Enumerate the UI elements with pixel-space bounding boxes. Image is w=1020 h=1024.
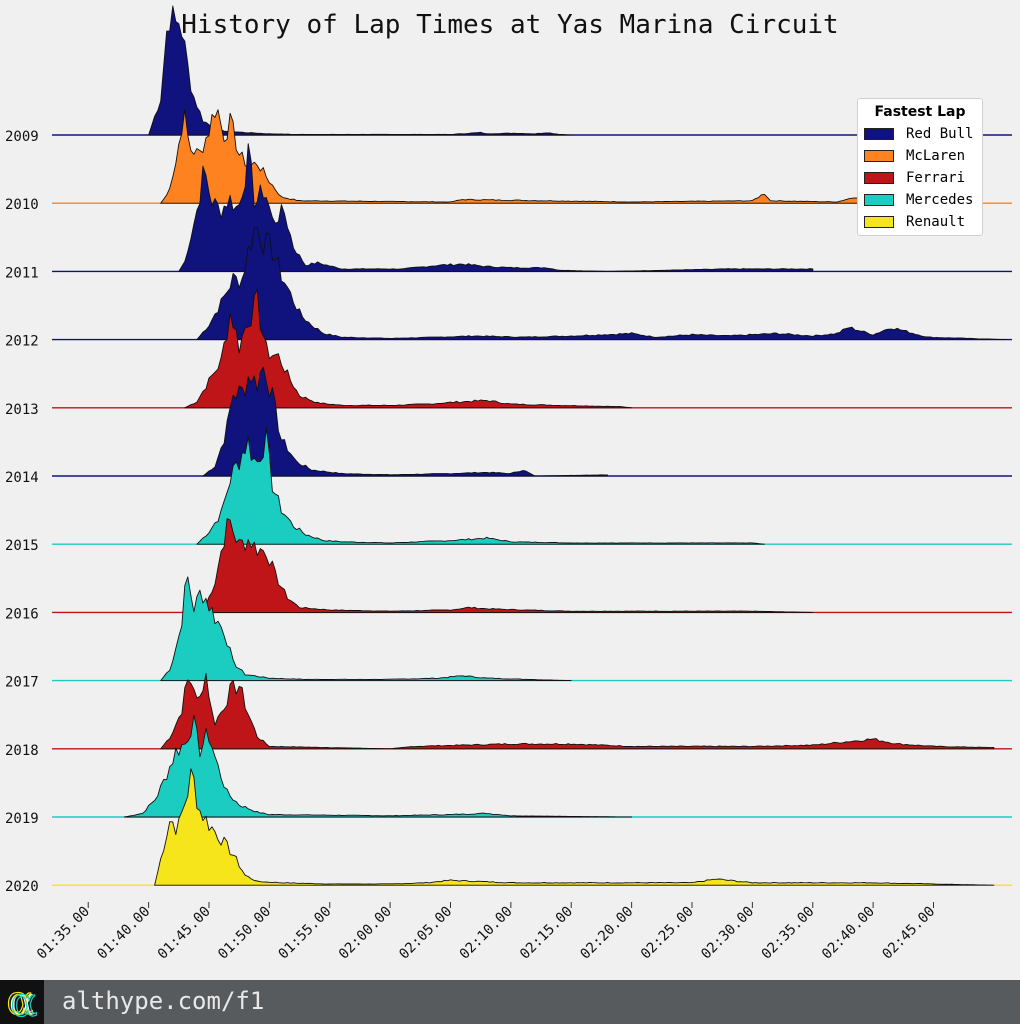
year-label-2019: 2019 (5, 811, 39, 827)
legend-label: Renault (906, 214, 966, 230)
year-label-2009: 2009 (5, 129, 39, 145)
ridge-2013 (52, 289, 1012, 409)
svg-text:α: α (6, 980, 33, 1024)
legend-item: Ferrari (858, 167, 982, 189)
legend: Fastest Lap Red Bull McLaren Ferrari Merced… (857, 98, 983, 236)
ridge-2019 (52, 714, 1012, 818)
ridge-2015 (52, 427, 1012, 545)
year-label-2012: 2012 (5, 334, 39, 350)
x-tick-label: 02:35.00 (759, 904, 818, 963)
legend-item: Red Bull (858, 123, 982, 145)
x-tick-label: 02:30.00 (698, 904, 757, 963)
ridge-area-2011 (178, 143, 814, 272)
legend-swatch (864, 150, 894, 162)
x-tick-label: 02:25.00 (638, 904, 697, 963)
ridge-2011 (52, 143, 1012, 273)
legend-item: McLaren (858, 145, 982, 167)
ridge-2017 (52, 576, 1012, 682)
ridgeline-chart: 2009 2010 2011 2012 2013 2014 2015 2016 2017 2018… (5, 5, 1012, 963)
ridge-2014 (52, 366, 1012, 477)
ridge-area-2015 (196, 427, 765, 545)
x-tick-label: 01:40.00 (94, 904, 153, 963)
footer-bar: α α α althype.com/f1 (0, 980, 1020, 1024)
ridge-2010 (52, 109, 1012, 204)
legend-label: Red Bull (906, 126, 974, 142)
x-tick-label: 02:45.00 (879, 904, 938, 963)
ridge-area-2020 (154, 768, 995, 886)
x-tick-label: 01:50.00 (215, 904, 274, 963)
year-label-2020: 2020 (5, 879, 39, 895)
footer-url: althype.com/f1 (62, 987, 265, 1015)
x-tick-label: 01:45.00 (155, 904, 214, 963)
ridge-2016 (52, 518, 1012, 614)
legend-swatch (864, 128, 894, 140)
svg-text:α: α (10, 980, 37, 1024)
ridge-area-2017 (160, 576, 572, 682)
x-tick-label: 02:40.00 (819, 904, 878, 963)
ridge-area-2018 (160, 673, 995, 750)
year-label-2010: 2010 (5, 197, 39, 213)
year-label-2017: 2017 (5, 675, 39, 691)
year-label-2014: 2014 (5, 470, 39, 486)
ridge-area-2012 (196, 226, 1007, 341)
ridge-2012 (52, 226, 1012, 341)
althype-logo-icon: α α α (0, 980, 44, 1024)
x-tick-label: 02:05.00 (396, 904, 455, 963)
ridge-2020 (52, 768, 1012, 886)
year-label-2018: 2018 (5, 743, 39, 759)
legend-label: Ferrari (906, 170, 966, 186)
x-tick-label: 01:35.00 (34, 904, 93, 963)
x-tick-label: 02:00.00 (336, 904, 395, 963)
x-tick-label: 01:55.00 (276, 904, 335, 963)
legend-swatch (864, 216, 894, 228)
ridge-area-2010 (160, 109, 934, 204)
legend-item: Mercedes (858, 189, 982, 211)
svg-text:α: α (8, 980, 35, 1024)
legend-label: Mercedes (906, 192, 974, 208)
x-tick-label: 02:20.00 (577, 904, 636, 963)
year-label-2013: 2013 (5, 402, 39, 418)
legend-label: McLaren (906, 148, 966, 164)
legend-title: Fastest Lap (874, 104, 966, 120)
chart-title: History of Lap Times at Yas Marina Circu… (181, 10, 839, 40)
year-label-2011: 2011 (5, 265, 39, 281)
legend-item: Renault (858, 211, 982, 233)
year-label-2015: 2015 (5, 538, 39, 554)
year-label-2016: 2016 (5, 606, 39, 622)
ridge-area-2019 (124, 714, 633, 818)
ridge-area-2016 (202, 518, 814, 613)
legend-swatch (864, 172, 894, 184)
x-tick-label: 02:15.00 (517, 904, 576, 963)
ridge-area-2013 (184, 289, 633, 409)
x-tick-label: 02:10.00 (457, 904, 516, 963)
legend-swatch (864, 194, 894, 206)
